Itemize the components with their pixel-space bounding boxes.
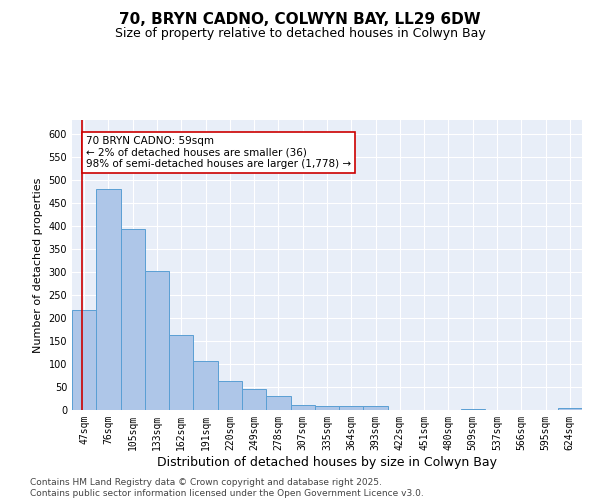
Bar	[364, 406, 388, 410]
X-axis label: Distribution of detached houses by size in Colwyn Bay: Distribution of detached houses by size …	[157, 456, 497, 468]
Bar	[72, 310, 96, 410]
Y-axis label: Number of detached properties: Number of detached properties	[33, 178, 43, 352]
Bar	[266, 396, 290, 410]
Bar	[121, 229, 145, 410]
Bar	[290, 406, 315, 410]
Text: Contains HM Land Registry data © Crown copyright and database right 2025.
Contai: Contains HM Land Registry data © Crown c…	[30, 478, 424, 498]
Text: 70 BRYN CADNO: 59sqm
← 2% of detached houses are smaller (36)
98% of semi-detach: 70 BRYN CADNO: 59sqm ← 2% of detached ho…	[86, 136, 351, 170]
Bar	[145, 271, 169, 410]
Text: 70, BRYN CADNO, COLWYN BAY, LL29 6DW: 70, BRYN CADNO, COLWYN BAY, LL29 6DW	[119, 12, 481, 28]
Bar	[193, 360, 218, 410]
Bar	[169, 335, 193, 410]
Bar	[218, 381, 242, 410]
Bar	[339, 406, 364, 410]
Bar	[558, 408, 582, 410]
Bar	[315, 406, 339, 410]
Bar	[96, 189, 121, 410]
Bar	[461, 408, 485, 410]
Text: Size of property relative to detached houses in Colwyn Bay: Size of property relative to detached ho…	[115, 28, 485, 40]
Bar	[242, 389, 266, 410]
